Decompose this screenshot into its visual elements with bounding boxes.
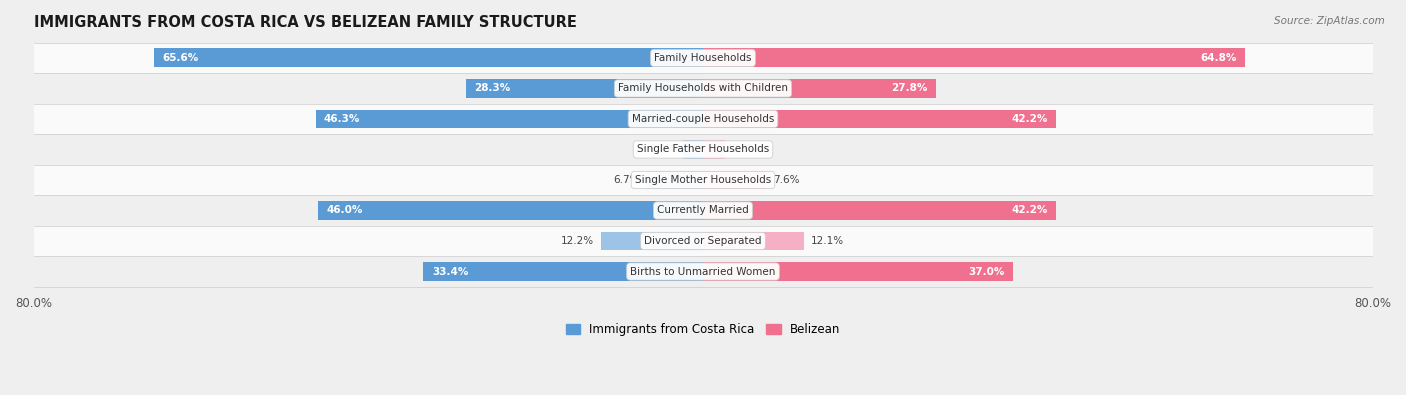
Bar bbox=[647, 171, 703, 190]
Text: Currently Married: Currently Married bbox=[657, 205, 749, 216]
Bar bbox=[34, 104, 1372, 134]
Bar bbox=[703, 109, 1056, 128]
Text: 2.6%: 2.6% bbox=[731, 145, 758, 154]
Bar bbox=[34, 134, 1372, 165]
Text: 6.7%: 6.7% bbox=[614, 175, 640, 185]
Bar bbox=[703, 140, 724, 159]
Text: 28.3%: 28.3% bbox=[475, 83, 510, 94]
Bar bbox=[315, 109, 703, 128]
Bar bbox=[34, 165, 1372, 195]
Text: 64.8%: 64.8% bbox=[1201, 53, 1237, 63]
Bar bbox=[703, 171, 766, 190]
Text: 46.0%: 46.0% bbox=[326, 205, 363, 216]
Text: Single Mother Households: Single Mother Households bbox=[636, 175, 770, 185]
Text: Single Father Households: Single Father Households bbox=[637, 145, 769, 154]
Bar bbox=[703, 79, 935, 98]
Text: Divorced or Separated: Divorced or Separated bbox=[644, 236, 762, 246]
Text: 37.0%: 37.0% bbox=[967, 267, 1004, 276]
Text: 12.1%: 12.1% bbox=[811, 236, 844, 246]
Bar bbox=[155, 49, 703, 68]
Bar bbox=[34, 195, 1372, 226]
Text: 7.6%: 7.6% bbox=[773, 175, 800, 185]
Text: Family Households with Children: Family Households with Children bbox=[619, 83, 787, 94]
Text: 33.4%: 33.4% bbox=[432, 267, 468, 276]
Text: 2.4%: 2.4% bbox=[650, 145, 676, 154]
Text: 46.3%: 46.3% bbox=[323, 114, 360, 124]
Text: 42.2%: 42.2% bbox=[1011, 205, 1047, 216]
Text: 65.6%: 65.6% bbox=[162, 53, 198, 63]
Text: 27.8%: 27.8% bbox=[891, 83, 928, 94]
Text: Married-couple Households: Married-couple Households bbox=[631, 114, 775, 124]
Bar bbox=[683, 140, 703, 159]
Text: Source: ZipAtlas.com: Source: ZipAtlas.com bbox=[1274, 16, 1385, 26]
Bar bbox=[703, 262, 1012, 281]
Bar bbox=[34, 73, 1372, 104]
Bar bbox=[703, 231, 804, 250]
Bar bbox=[318, 201, 703, 220]
Text: 42.2%: 42.2% bbox=[1011, 114, 1047, 124]
Text: IMMIGRANTS FROM COSTA RICA VS BELIZEAN FAMILY STRUCTURE: IMMIGRANTS FROM COSTA RICA VS BELIZEAN F… bbox=[34, 15, 576, 30]
Bar bbox=[467, 79, 703, 98]
Text: 12.2%: 12.2% bbox=[561, 236, 595, 246]
Bar bbox=[423, 262, 703, 281]
Text: Family Households: Family Households bbox=[654, 53, 752, 63]
Bar bbox=[34, 256, 1372, 287]
Bar bbox=[703, 201, 1056, 220]
Legend: Immigrants from Costa Rica, Belizean: Immigrants from Costa Rica, Belizean bbox=[561, 319, 845, 341]
Bar bbox=[600, 231, 703, 250]
Bar bbox=[34, 226, 1372, 256]
Bar bbox=[703, 49, 1246, 68]
Text: Births to Unmarried Women: Births to Unmarried Women bbox=[630, 267, 776, 276]
Bar bbox=[34, 43, 1372, 73]
